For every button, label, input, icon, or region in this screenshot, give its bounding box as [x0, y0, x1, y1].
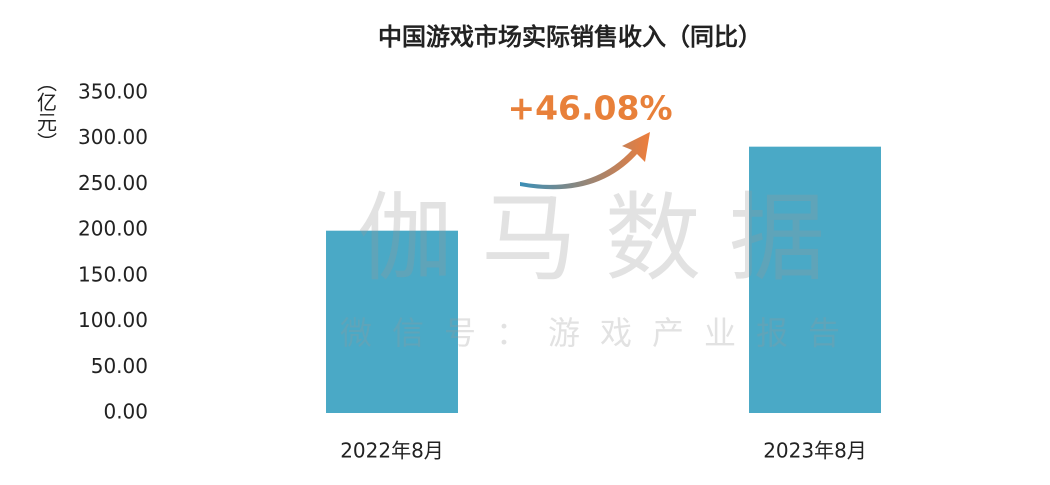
chart-title: 中国游戏市场实际销售收入（同比）: [378, 23, 762, 51]
watermark-subtitle: 微信号：游戏产业报告: [340, 314, 860, 352]
y-tick-label: 150.00: [78, 262, 148, 286]
y-tick-label: 200.00: [78, 217, 148, 241]
watermark: 伽马数据: [357, 182, 853, 294]
y-tick-label: 350.00: [78, 80, 148, 104]
x-tick-label: 2023年8月: [763, 439, 867, 463]
bar: [749, 146, 881, 413]
growth-arrow: [520, 132, 650, 190]
y-tick-label: 0.00: [103, 400, 148, 424]
y-axis-label: （亿元）: [34, 72, 58, 152]
bar: [326, 230, 458, 413]
y-tick-label: 100.00: [78, 308, 148, 332]
x-tick-label: 2022年8月: [340, 439, 444, 463]
y-tick-label: 250.00: [78, 171, 148, 195]
y-tick-label: 300.00: [78, 125, 148, 149]
annotation: +46.08%: [507, 89, 672, 128]
y-tick-label: 50.00: [91, 354, 148, 378]
